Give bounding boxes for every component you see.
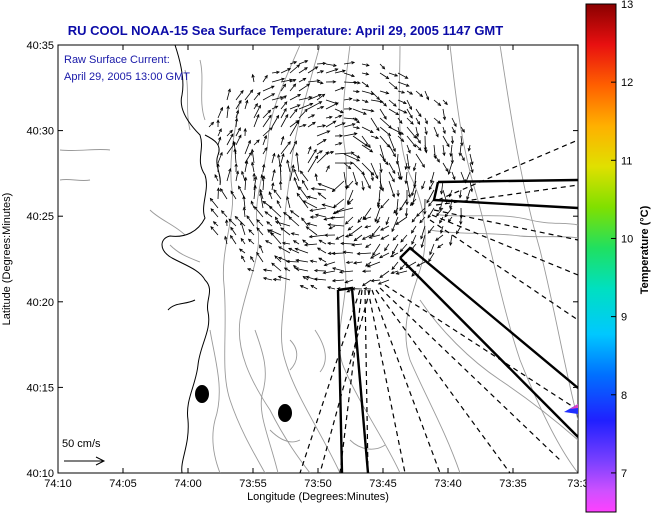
y-tick-label: 40:15: [26, 382, 54, 394]
x-tick-label: 74:00: [174, 478, 202, 490]
annotation-line1: Raw Surface Current:: [64, 54, 170, 66]
coastline: [161, 45, 221, 473]
island-north: [195, 385, 209, 403]
x-tick-label: 74:05: [109, 478, 137, 490]
colorbar-tick-label: 11: [621, 155, 632, 167]
plot-area: [57, 44, 579, 474]
x-axis: 74:10 74:05 74:00 73:55 73:50 73:45 73:40 73:35…: [44, 45, 589, 490]
x-tick-label: 73:40: [434, 478, 462, 490]
y-axis-label: Latitude (Degrees:Minutes): [1, 193, 13, 326]
y-tick-label: 40:10: [26, 468, 54, 480]
x-tick-label: 73:35: [499, 478, 527, 490]
x-tick-label: 73:55: [239, 478, 267, 490]
scale-arrow: [64, 456, 106, 466]
colorbar-ticks: 13 12 11 10 9 8 7: [611, 0, 633, 480]
colorbar-tick-label: 12: [621, 77, 633, 89]
y-tick-label: 40:35: [26, 40, 54, 52]
current-vectors: [208, 60, 474, 293]
annotation-line2: April 29, 2005 13:00 GMT: [64, 71, 190, 83]
colorbar: [585, 3, 617, 513]
x-tick-label: 73:50: [304, 478, 332, 490]
range-boundaries: [336, 178, 578, 473]
colorbar-title: Temperature (°C): [639, 205, 651, 294]
colorbar-tick-label: 8: [621, 390, 627, 402]
scale-label: 50 cm/s: [62, 438, 101, 450]
colorbar-tick-label: 9: [621, 312, 627, 324]
x-tick-label: 74:10: [44, 478, 72, 490]
radial-lines: [299, 139, 578, 473]
colorbar-tick-label: 10: [621, 233, 633, 245]
island-south: [278, 404, 292, 422]
x-axis-label: Longitude (Degrees:Minutes): [247, 491, 389, 503]
colorbar-tick-label: 7: [621, 468, 627, 480]
x-tick-label: 73:45: [369, 478, 397, 490]
y-tick-label: 40:30: [26, 126, 54, 138]
map-title: RU COOL NOAA-15 Sea Surface Temperature:…: [67, 23, 504, 38]
sst-patch-warm: [570, 404, 578, 409]
y-axis: 40:35 40:30 40:25 40:20 40:15 40:10: [26, 40, 578, 480]
x-tick-label: 73:3: [567, 478, 588, 490]
y-tick-label: 40:20: [26, 297, 54, 309]
colorbar-tick-label: 13: [621, 0, 633, 11]
y-tick-label: 40:25: [26, 211, 54, 223]
